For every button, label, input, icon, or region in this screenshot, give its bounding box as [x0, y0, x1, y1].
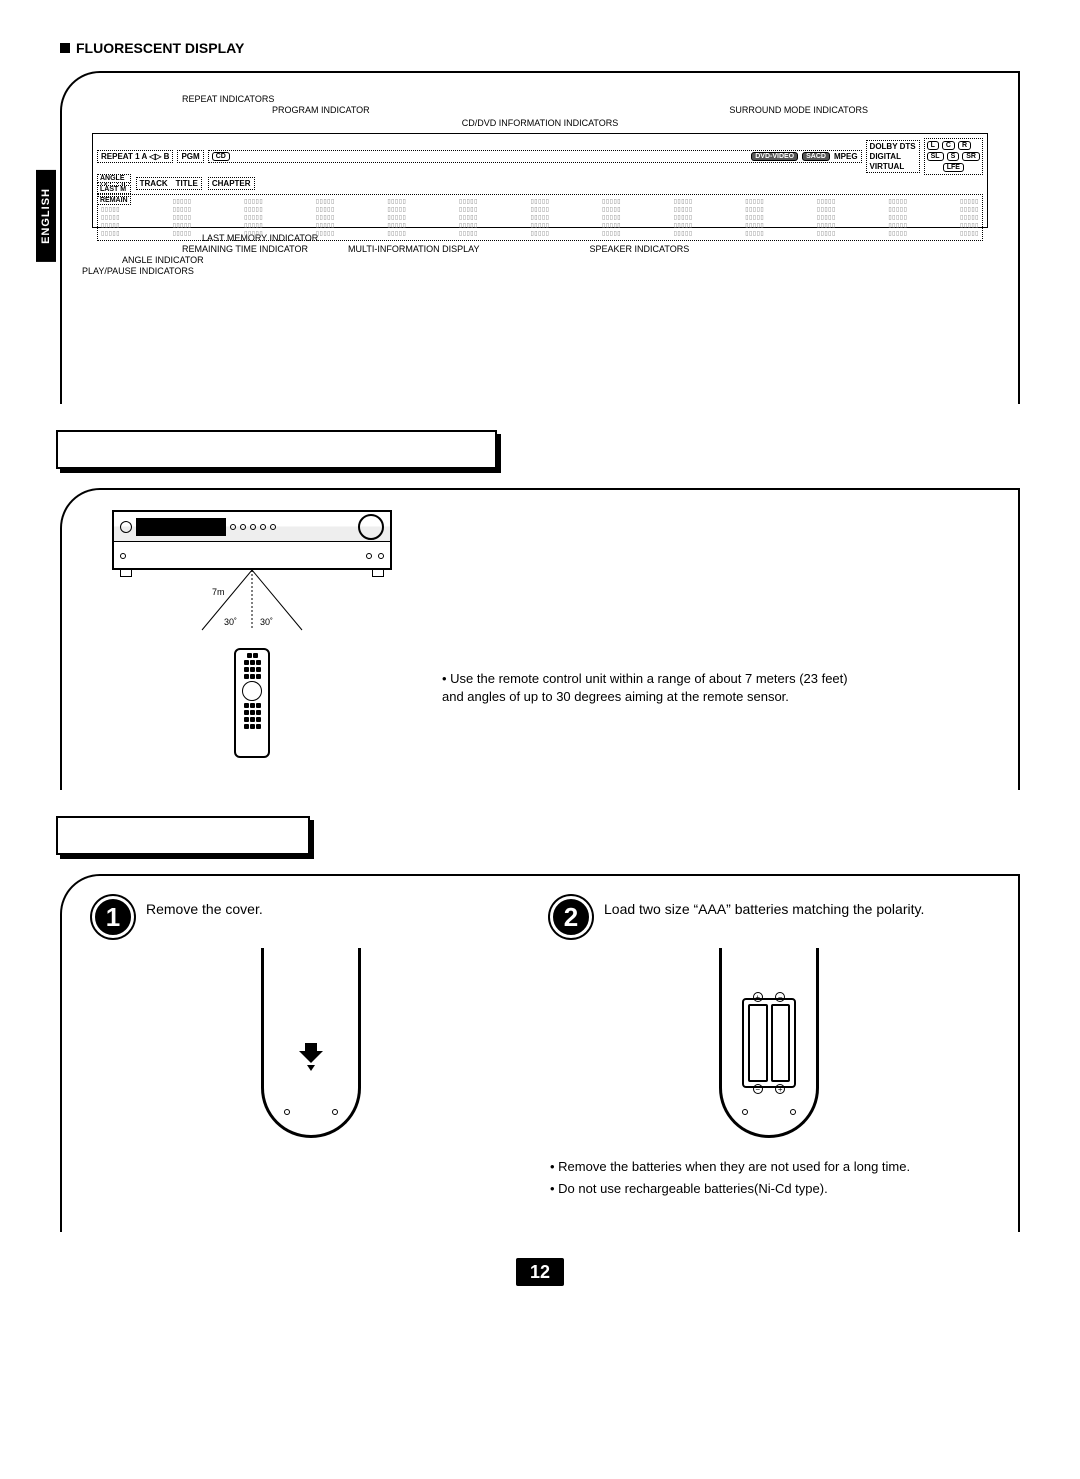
battery-note-2: Do not use rechargeable batteries(Ni-Cd …	[550, 1180, 988, 1198]
ind-angle: ANGLE	[97, 174, 131, 183]
ind-dts: DTS	[900, 142, 916, 151]
batteries-heading: LOADING BATTERIES	[74, 824, 292, 847]
sp-sl: SL	[927, 152, 944, 161]
sp-sr: SR	[962, 152, 980, 161]
ind-remain: REMAIN	[97, 196, 131, 205]
sp-c: C	[942, 141, 955, 150]
ind-surround-group: DOLBY DTS DIGITAL VIRTUAL	[866, 140, 920, 173]
label-angleind: ANGLE INDICATOR	[122, 255, 204, 265]
sp-l: L	[927, 141, 939, 150]
load-batteries-illustration: + − − +	[699, 948, 839, 1148]
label-program-indicator: PROGRAM INDICATOR	[272, 105, 370, 115]
remote-diagram-box: 7m 30˚ 30˚ Use the remote control unit w…	[60, 488, 1020, 790]
fluorescent-section-title: FLUORESCENT DISPLAY	[60, 40, 1020, 56]
ind-chapter: CHAPTER	[208, 177, 255, 190]
ind-cd: CD	[212, 152, 230, 161]
battery-note-1: Remove the batteries when they are not u…	[550, 1158, 988, 1176]
remote-heading-bar: REMOTE CONTROL OPERATION RANGE	[60, 434, 501, 473]
step-1-number: 1	[92, 896, 134, 938]
distance-label: 7m	[212, 587, 225, 597]
step-1-text: Remove the cover.	[146, 896, 263, 918]
label-playpause: PLAY/PAUSE INDICATORS	[82, 266, 194, 276]
multi-info-display: ▯▯▯▯▯▯▯▯▯▯▯▯▯▯▯▯▯▯▯▯▯▯▯▯▯ ▯▯▯▯▯▯▯▯▯▯▯▯▯▯…	[97, 194, 983, 241]
language-tab: ENGLISH	[36, 170, 56, 262]
page-number: 12	[60, 1262, 1020, 1283]
page-number-value: 12	[516, 1258, 564, 1286]
remote-range-diagram: 7m 30˚ 30˚	[92, 510, 412, 760]
ind-lastm: LAST M	[97, 185, 131, 194]
batteries-diagram-box: 1 Remove the cover. 2 Load two size “AAA…	[60, 874, 1020, 1232]
step-2-text: Load two size “AAA” batteries matching t…	[604, 896, 924, 918]
sp-r: R	[958, 141, 971, 150]
remote-heading: REMOTE CONTROL OPERATION RANGE	[74, 438, 479, 461]
ind-digital: DIGITAL	[870, 152, 916, 161]
ind-track: TRACK	[140, 179, 168, 188]
remote-note: Use the remote control unit within a ran…	[442, 670, 862, 706]
ind-cd-group: CD DVD-VIDEO SACD MPEG	[208, 150, 862, 163]
ind-repeat: REPEAT 1 A ◁▷ B	[97, 150, 173, 163]
ind-virtual: VIRTUAL	[870, 162, 916, 171]
remote-control-illustration	[234, 648, 270, 758]
sp-lfe: LFE	[943, 163, 964, 172]
label-speaker: SPEAKER INDICATORS	[590, 244, 690, 254]
angle-right-label: 30˚	[260, 617, 273, 627]
label-multi: MULTI-INFORMATION DISPLAY	[348, 244, 480, 254]
remove-cover-illustration	[241, 948, 381, 1148]
receiver-illustration	[112, 510, 392, 570]
ir-cone-icon: 7m 30˚ 30˚	[152, 570, 352, 640]
ind-pgm: PGM	[177, 150, 203, 163]
speaker-indicators: L C R SL S SR LFE	[924, 138, 983, 175]
fluorescent-title-text: FLUORESCENT DISPLAY	[76, 40, 244, 56]
label-repeat-indicators: REPEAT INDICATORS	[182, 94, 988, 104]
ind-title: TITLE	[176, 179, 198, 188]
batteries-heading-bar: LOADING BATTERIES	[60, 820, 314, 859]
label-remaining: REMAINING TIME INDICATOR	[182, 244, 308, 254]
ind-track-title: TRACK TITLE	[136, 177, 202, 190]
fluorescent-screen: REPEAT 1 A ◁▷ B PGM CD DVD-VIDEO SACD MP…	[92, 133, 988, 228]
sp-s: S	[947, 152, 960, 161]
label-surround-indicators: SURROUND MODE INDICATORS	[729, 105, 868, 115]
ind-dvd: DVD-VIDEO	[751, 152, 798, 161]
fluorescent-diagram: REPEAT INDICATORS PROGRAM INDICATOR SURR…	[60, 71, 1020, 404]
step-2-number: 2	[550, 896, 592, 938]
label-cddvd-indicators: CD/DVD INFORMATION INDICATORS	[92, 118, 988, 128]
ind-sacd: SACD	[802, 152, 830, 161]
ind-dolby: DOLBY	[870, 142, 898, 151]
angle-left-label: 30˚	[224, 617, 237, 627]
ind-mpeg: MPEG	[834, 152, 858, 161]
